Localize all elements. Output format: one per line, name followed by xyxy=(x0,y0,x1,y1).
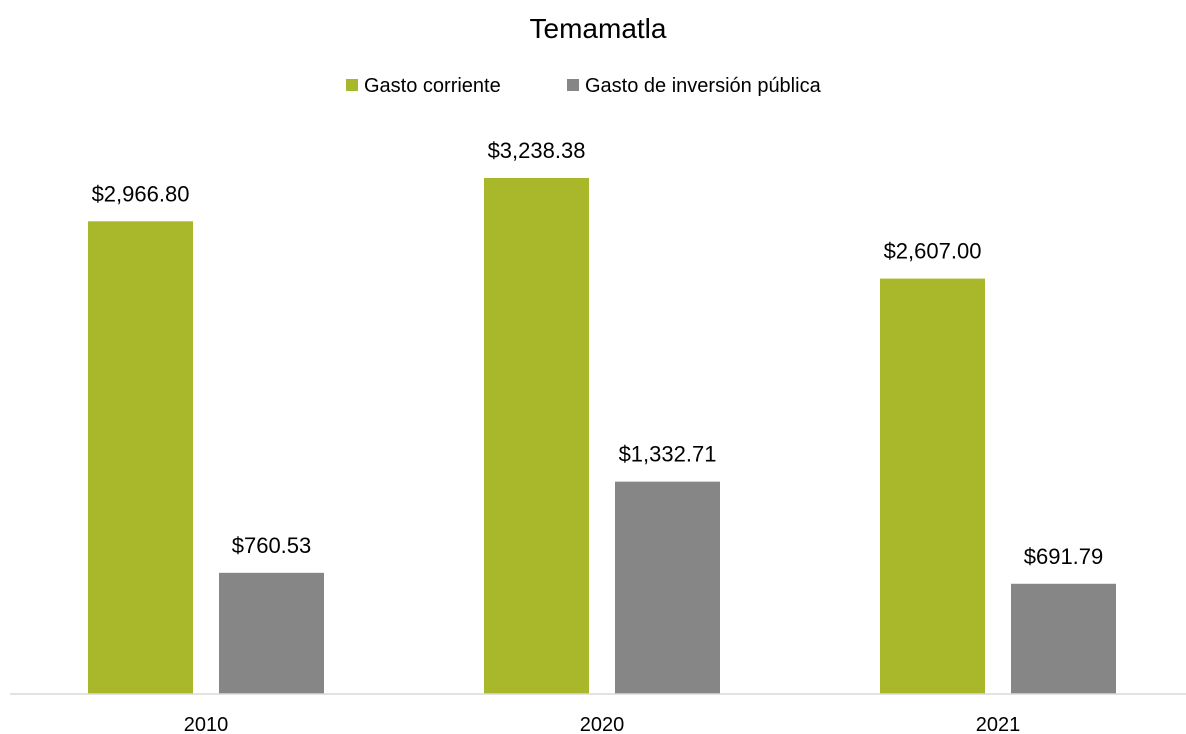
x-axis-ticks: 2010 2020 2021 xyxy=(184,714,1021,734)
legend-label-gasto-corriente: Gasto corriente xyxy=(364,75,501,97)
bar-gasto-inversion-2021 xyxy=(1011,583,1116,694)
bar-gasto-inversion-2010 xyxy=(219,572,324,694)
data-label-gasto-inversion-2021: $691.79 xyxy=(1024,544,1104,569)
bar-gasto-corriente-2010 xyxy=(88,221,193,695)
data-label-gasto-corriente-2010: $2,966.80 xyxy=(92,181,190,206)
legend: Gasto corriente Gasto de inversión públi… xyxy=(346,75,822,97)
data-labels-layer: $2,966.80 $760.53 $3,238.38 $1,332.71 $2,607… xyxy=(92,138,1104,569)
legend-item-gasto-corriente: Gasto corriente xyxy=(346,75,501,97)
legend-item-gasto-inversion: Gasto de inversión pública xyxy=(567,75,822,97)
data-label-gasto-corriente-2021: $2,607.00 xyxy=(884,239,982,264)
legend-swatch-gasto-inversion xyxy=(567,79,579,91)
data-label-gasto-inversion-2010: $760.53 xyxy=(232,533,312,558)
legend-swatch-gasto-corriente xyxy=(346,79,358,91)
bar-gasto-corriente-2020 xyxy=(484,178,589,694)
x-tick-label-2020: 2020 xyxy=(580,714,625,734)
chart-title: Temamatla xyxy=(530,13,667,44)
data-label-gasto-corriente-2020: $3,238.38 xyxy=(488,138,586,163)
x-tick-label-2021: 2021 xyxy=(976,714,1021,734)
x-tick-label-2010: 2010 xyxy=(184,714,229,734)
bar-gasto-corriente-2021 xyxy=(880,278,985,694)
bar-gasto-inversion-2020 xyxy=(615,481,720,694)
bars-layer xyxy=(88,178,1116,695)
data-label-gasto-inversion-2020: $1,332.71 xyxy=(619,442,717,467)
legend-label-gasto-inversion: Gasto de inversión pública xyxy=(585,75,822,97)
